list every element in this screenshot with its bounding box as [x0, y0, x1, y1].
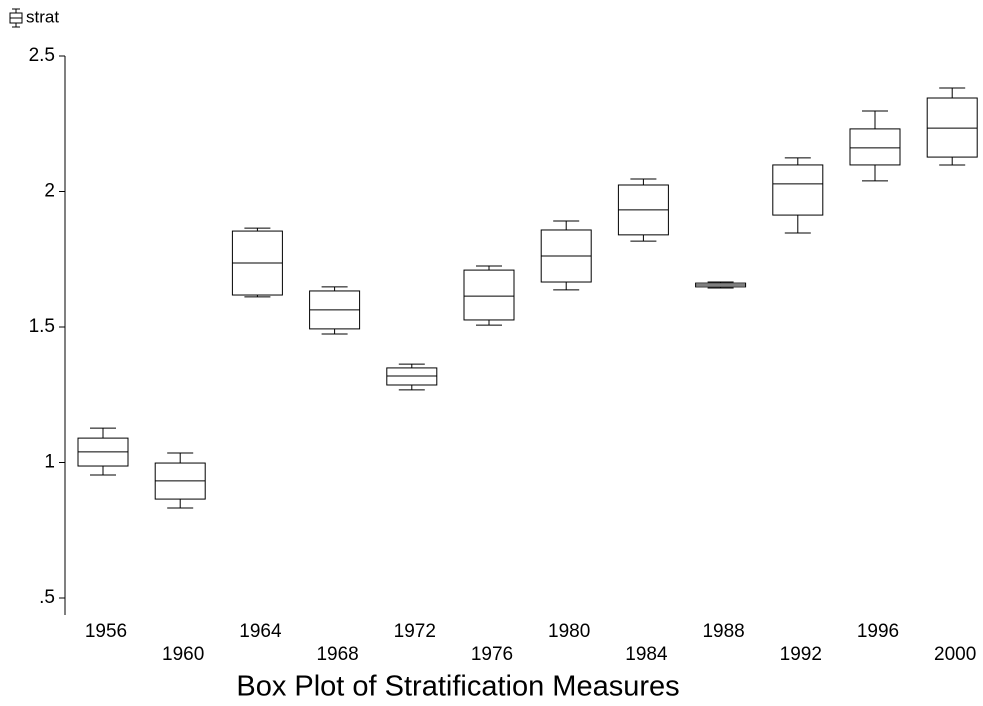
x-tick-label: 2000	[934, 644, 976, 665]
x-tick-label: 1992	[780, 644, 822, 665]
y-tick-label: 1	[44, 452, 55, 473]
chart-title: Box Plot of Stratification Measures	[236, 671, 679, 703]
x-tick-label: 1984	[625, 644, 668, 665]
box	[463, 269, 515, 321]
box	[772, 164, 824, 216]
x-tick-label: 1980	[548, 621, 590, 642]
y-tick-label: 2.5	[29, 45, 55, 66]
legend-label: strat	[26, 7, 59, 26]
x-tick-label: 1956	[85, 621, 127, 642]
x-tick-label: 1976	[471, 644, 513, 665]
y-tick-label: 2	[44, 181, 55, 202]
x-tick-label: 1996	[857, 621, 899, 642]
x-tick-label: 1988	[702, 621, 744, 642]
x-tick-label: 1964	[239, 621, 282, 642]
box	[926, 97, 978, 158]
y-tick-label: .5	[39, 587, 55, 608]
x-tick-label: 1972	[394, 621, 436, 642]
box	[849, 128, 901, 166]
x-tick-label: 1968	[316, 644, 358, 665]
x-tick-label: 1960	[162, 644, 204, 665]
y-tick-label: 1.5	[29, 316, 55, 337]
